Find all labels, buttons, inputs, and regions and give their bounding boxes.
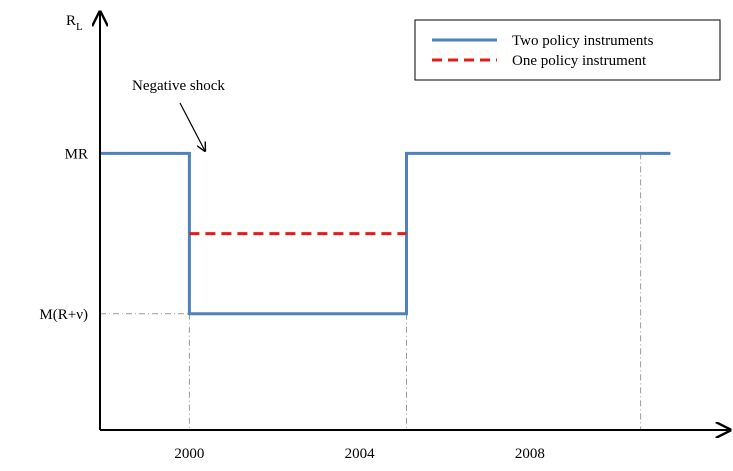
annotation: Negative shock bbox=[132, 78, 225, 94]
plot bbox=[100, 151, 671, 430]
x-tick-label: 2008 bbox=[515, 446, 545, 462]
y-tick-label: MR bbox=[65, 146, 88, 162]
y-axis-label: RL bbox=[66, 13, 83, 33]
y-label-sub: L bbox=[76, 21, 83, 33]
annotation-arrow bbox=[179, 102, 205, 151]
legend-box bbox=[414, 19, 721, 81]
series-line bbox=[100, 151, 671, 316]
legend-label: One policy instrument bbox=[512, 53, 647, 69]
y-label-main: R bbox=[66, 13, 76, 29]
x-tick-label: 2004 bbox=[345, 446, 376, 462]
y-tick-label: M(R+ν) bbox=[39, 307, 88, 323]
legend-label: Two policy instruments bbox=[512, 33, 654, 49]
x-tick-label: 2000 bbox=[174, 446, 204, 462]
